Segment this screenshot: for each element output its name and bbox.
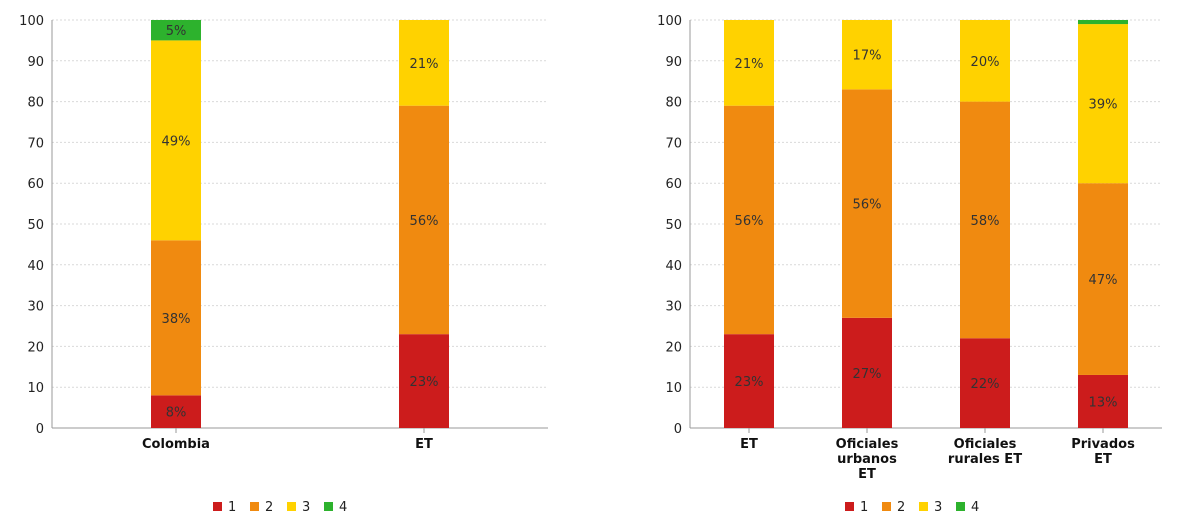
y-tick-label: 10 xyxy=(27,381,44,396)
legend-swatch xyxy=(919,502,928,511)
data-label: 27% xyxy=(853,367,882,382)
legend-label: 4 xyxy=(971,500,979,515)
x-category-label: ET xyxy=(415,437,433,452)
x-category-label: Privados ET xyxy=(1071,437,1135,467)
y-tick-label: 90 xyxy=(27,55,44,70)
data-label: 56% xyxy=(853,198,882,213)
bar-segment-series-2 xyxy=(399,105,449,335)
bar-segment-series-1 xyxy=(960,338,1010,428)
y-tick-label: 80 xyxy=(27,96,44,111)
x-category-label: Oficiales rurales ET xyxy=(948,437,1022,467)
y-tick-label: 70 xyxy=(27,136,44,151)
chart-1: 0 10 20 30 40 50 60 70 80 90 100 8% 38% 49% 5% Colombia… xyxy=(19,14,548,515)
data-label: 38% xyxy=(162,312,191,327)
bar-segment-series-2 xyxy=(960,101,1010,339)
bar-segment-series-3 xyxy=(842,20,892,90)
legend-label: 3 xyxy=(302,500,310,515)
y-tick-label: 20 xyxy=(27,340,44,355)
data-label: 49% xyxy=(162,134,191,149)
y-tick-label: 0 xyxy=(674,422,682,437)
data-label: 23% xyxy=(410,375,439,390)
legend-label: 2 xyxy=(897,500,905,515)
x-category-label: Colombia xyxy=(142,437,210,452)
y-tick-label: 30 xyxy=(665,300,682,315)
bar-segment-series-2 xyxy=(151,240,201,396)
y-tick-label: 60 xyxy=(27,177,44,192)
bar-segment-series-4 xyxy=(1078,20,1128,25)
y-tick-label: 80 xyxy=(665,96,682,111)
data-label: 56% xyxy=(735,214,764,229)
y-tick-label: 50 xyxy=(27,218,44,233)
legend-label: 2 xyxy=(265,500,273,515)
bar-segment-series-1 xyxy=(1078,374,1128,428)
legend-swatch xyxy=(287,502,296,511)
data-label: 13% xyxy=(1089,395,1118,410)
x-category-label: Oficiales urbanos ET xyxy=(836,437,899,482)
bar-segment-series-3 xyxy=(399,20,449,106)
data-label: 8% xyxy=(166,406,187,421)
data-label: 5% xyxy=(166,24,187,39)
bar-segment-series-2 xyxy=(842,89,892,318)
bar-segment-series-1 xyxy=(151,395,201,428)
legend-swatch xyxy=(845,502,854,511)
y-tick-label: 50 xyxy=(665,218,682,233)
bar-segment-series-3 xyxy=(960,20,1010,102)
chart-2: 0 10 20 30 40 50 60 70 80 90 100 23% 56% 21% ET 27% 56% 1… xyxy=(657,14,1162,515)
bar-segment-series-1 xyxy=(724,334,774,428)
y-tick-label: 30 xyxy=(27,300,44,315)
legend-swatch xyxy=(324,502,333,511)
bar-segment-series-1 xyxy=(842,317,892,428)
data-label: 56% xyxy=(410,214,439,229)
y-tick-label: 20 xyxy=(665,340,682,355)
data-label: 47% xyxy=(1089,273,1118,288)
y-tick-label: 100 xyxy=(657,14,682,29)
legend-label: 1 xyxy=(860,500,868,515)
legend-swatch xyxy=(956,502,965,511)
bar-segment-series-3 xyxy=(151,40,201,241)
legend-swatch xyxy=(213,502,222,511)
y-tick-label: 10 xyxy=(665,381,682,396)
data-label: 20% xyxy=(971,55,1000,70)
legend-swatch xyxy=(250,502,259,511)
legend-label: 4 xyxy=(339,500,347,515)
data-label: 58% xyxy=(971,214,1000,229)
bar-segment-series-2 xyxy=(724,105,774,335)
data-label: 17% xyxy=(853,49,882,64)
y-tick-label: 100 xyxy=(19,14,44,29)
data-label: 22% xyxy=(971,377,1000,392)
y-tick-label: 90 xyxy=(665,55,682,70)
bar-segment-series-1 xyxy=(399,334,449,428)
data-label: 39% xyxy=(1089,98,1118,113)
legend-label: 3 xyxy=(934,500,942,515)
data-label: 21% xyxy=(410,57,439,72)
bar-segment-series-4 xyxy=(151,20,201,41)
y-tick-label: 70 xyxy=(665,136,682,151)
legend-label: 1 xyxy=(228,500,236,515)
y-tick-label: 0 xyxy=(36,422,44,437)
bar-segment-series-3 xyxy=(1078,24,1128,184)
bar-segment-series-3 xyxy=(724,20,774,106)
bar-segment-series-2 xyxy=(1078,183,1128,375)
x-category-label: ET xyxy=(740,437,758,452)
y-tick-label: 60 xyxy=(665,177,682,192)
y-tick-label: 40 xyxy=(665,259,682,274)
y-tick-label: 40 xyxy=(27,259,44,274)
data-label: 23% xyxy=(735,375,764,390)
legend-swatch xyxy=(882,502,891,511)
data-label: 21% xyxy=(735,57,764,72)
